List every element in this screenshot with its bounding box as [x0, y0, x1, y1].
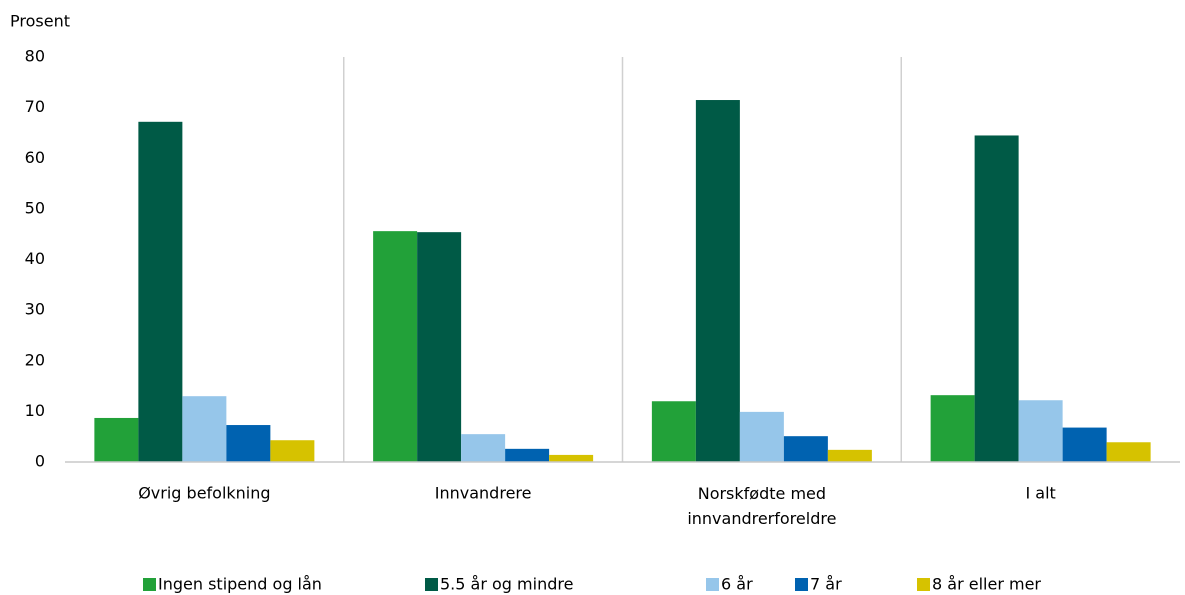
bar	[1106, 442, 1151, 462]
legend-label: 6 år	[721, 575, 753, 594]
bar	[226, 425, 271, 462]
bar	[783, 436, 828, 462]
bar	[827, 449, 872, 462]
bar	[695, 100, 740, 462]
y-tick-label: 50	[25, 198, 45, 217]
legend-swatch	[706, 578, 719, 591]
legend-swatch	[425, 578, 438, 591]
x-tick-label: I alt	[1025, 484, 1055, 503]
bar	[1062, 427, 1107, 462]
legend-label: 5.5 år og mindre	[440, 575, 573, 594]
y-tick-label: 0	[35, 452, 45, 471]
bar	[505, 448, 550, 462]
y-tick-label: 20	[25, 350, 45, 369]
bar	[373, 231, 418, 462]
bar	[270, 440, 315, 462]
bar	[739, 411, 784, 462]
legend-swatch	[795, 578, 808, 591]
bar	[651, 401, 696, 462]
legend-label: 8 år eller mer	[932, 575, 1041, 594]
bar	[138, 121, 183, 463]
y-tick-label: 60	[25, 148, 45, 167]
y-tick-label: 70	[25, 97, 45, 116]
bar	[94, 417, 139, 462]
x-tick-label: Norskfødte med innvandrerforeldre	[687, 484, 836, 528]
bar	[1018, 400, 1063, 462]
y-tick-label: 30	[25, 300, 45, 319]
x-tick-label: Øvrig befolkning	[138, 484, 270, 503]
legend-label: 7 år	[810, 575, 842, 594]
y-axis-label: Prosent	[10, 12, 70, 31]
bar	[549, 454, 594, 462]
legend-swatch	[143, 578, 156, 591]
bar	[182, 396, 227, 462]
legend-label: Ingen stipend og lån	[158, 575, 322, 594]
bar	[417, 232, 462, 462]
legend-swatch	[917, 578, 930, 591]
bar	[930, 395, 975, 462]
x-tick-label: Innvandrere	[435, 484, 532, 503]
bar	[974, 135, 1019, 462]
y-tick-label: 10	[25, 401, 45, 420]
y-tick-label: 80	[25, 47, 45, 66]
bar	[461, 434, 506, 462]
y-tick-label: 40	[25, 249, 45, 268]
